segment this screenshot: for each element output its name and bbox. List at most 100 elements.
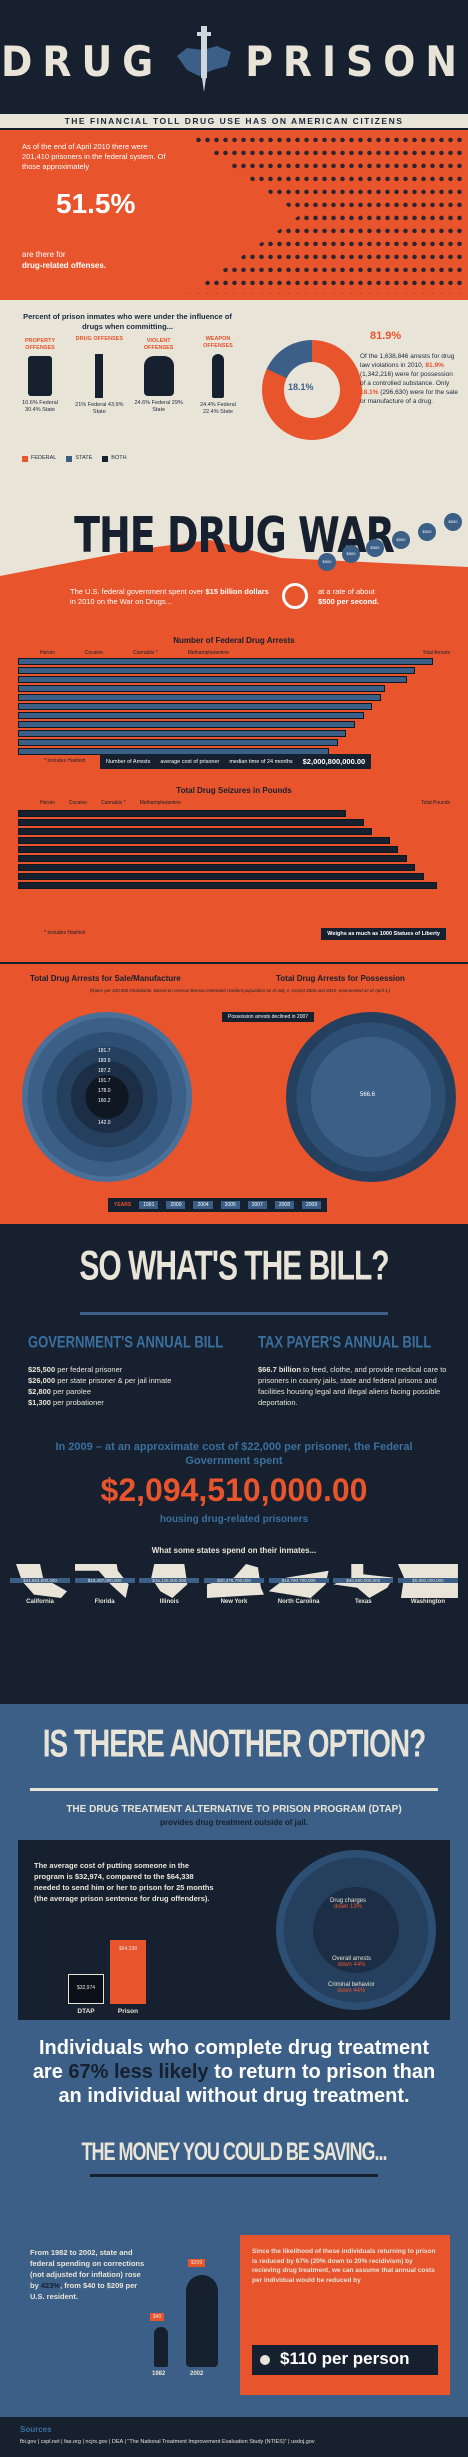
circles-note: (Rates per 100,000 inhabitants. Based on… <box>89 988 391 993</box>
state-name: North Carolina <box>277 1599 320 1605</box>
circles-right-title: Total Drug Arrests for Possession <box>276 974 405 983</box>
arrests-row <box>18 658 433 665</box>
figure-big-value: $209 <box>188 2259 206 2267</box>
sources-text: fbi.gov | cspl.net | fas.org | ncjrs.gov… <box>20 2439 315 2445</box>
option-title: IS THERE ANOTHER OPTION? <box>42 1721 427 1765</box>
arrests-row <box>18 694 381 701</box>
coin-6: $500 <box>444 513 462 531</box>
ring-name: Drug charges <box>330 1898 367 1904</box>
ring-label: Drug charges down 13% <box>330 1898 366 1910</box>
option-underline <box>30 1788 438 1791</box>
stopwatch-icon <box>282 583 308 609</box>
seizure-bars <box>18 810 450 891</box>
drugwar-title: THE DRUG WAR <box>74 506 395 564</box>
influence-items: PROPERTY OFFENSES 10.6% Federal 30.4% St… <box>14 336 244 416</box>
option-section: IS THERE ANOTHER OPTION? THE DRUG TREATM… <box>0 1704 468 2227</box>
dtap-rings: Drug charges down 13% Overall arrests down… <box>276 1850 436 2010</box>
arrests-legend: Heroin Cocaine Cannabis * Methamphetamin… <box>40 650 229 656</box>
seizure-row <box>18 855 407 862</box>
donut-hole <box>284 362 340 418</box>
inmates-intro: As of the end of April 2010 there were 2… <box>22 142 166 171</box>
saving-left: From 1982 to 2002, state and federal spe… <box>30 2247 150 2302</box>
arrests-row <box>18 685 386 692</box>
arrests-legend-meth: Methamphetamine <box>187 650 229 656</box>
gov-item: $25,500 per federal prisoner <box>28 1364 171 1375</box>
year-tab[interactable]: 2008 <box>274 1201 294 1209</box>
dtap-panel: The average cost of putting someone in t… <box>18 1840 450 2020</box>
cost-b: $64,338 <box>166 1872 194 1881</box>
donut-text-2: (1,342,216) were for possession of a con… <box>360 371 453 387</box>
cost-text-2: , compared to the <box>101 1872 165 1881</box>
coin-2: $500 <box>342 545 360 563</box>
spent-2: $15 billion dollars <box>205 587 269 596</box>
seizure-weight-note: Weighs as much as 1000 Statues of Libert… <box>321 928 446 940</box>
bill-title: SO WHAT'S THE BILL? <box>79 1243 389 1290</box>
ring-label: Criminal behavior down 44% <box>328 1982 375 1994</box>
bar-prison-label: Prison <box>117 2008 139 2015</box>
gov-title: GOVERNMENT'S ANNUAL BILL <box>28 1331 224 1352</box>
legend-label: FEDERAL <box>31 455 57 461</box>
year-tab[interactable]: 2007 <box>247 1201 267 1209</box>
state-amount: $10,407,000,000 <box>74 1578 135 1583</box>
seizure-total-header: Total Pounds <box>421 800 450 806</box>
year-tab[interactable]: 2000 <box>166 1201 186 1209</box>
saving-right-text: Since the likelihood of these individual… <box>252 2248 436 2284</box>
year-b: 2002 <box>190 2371 204 2377</box>
ring-value: 178.0 <box>98 1088 111 1094</box>
bar-prison-value: $64,338 <box>118 1946 138 1952</box>
dtap-cost-text: The average cost of putting someone in t… <box>34 1860 214 1904</box>
syringe-icon <box>95 354 104 398</box>
rate-2: $500 per second. <box>318 597 379 606</box>
saving-right-amount: $110 per person <box>280 2349 410 2368</box>
year-tab[interactable]: 2005 <box>220 1201 240 1209</box>
seizure-chart-title: Total Drug Seizures in Pounds <box>176 786 292 795</box>
drugwar-spent: The U.S. federal government spent over $… <box>70 587 270 607</box>
state-name: Illinois <box>159 1599 179 1605</box>
sources-title: Sources <box>20 2425 52 2434</box>
inmates-outro-1: are there for <box>22 250 66 259</box>
spent-1: The U.S. federal government spent over <box>70 587 204 596</box>
charts-section: Number of Federal Drug Arrests Heroin Co… <box>0 630 468 962</box>
gov-amount: $2,800 <box>28 1387 51 1396</box>
ring-value: 187.2 <box>98 1068 111 1074</box>
donut-inner-pct: 18.1% <box>288 382 314 392</box>
fist-icon <box>143 356 174 396</box>
ring-label: Overall arrests down 44% <box>332 1956 371 1968</box>
state-amount: $44,563,000,000 <box>10 1578 70 1583</box>
state-name: Florida <box>94 1599 115 1605</box>
year-tab[interactable]: 2009 <box>301 1201 322 1209</box>
inmates-outro-2: drug-related offenses. <box>22 261 107 270</box>
saving-underline <box>90 2174 378 2177</box>
state-amount: $16,126,000,000 <box>139 1578 200 1583</box>
title-row: DRUG PRISON <box>0 0 468 96</box>
ring-name: Criminal behavior <box>328 1982 375 1988</box>
right-banner: Possession arrests declined in 2007 <box>222 1012 315 1022</box>
ring-value: 191.7 <box>98 1078 111 1084</box>
bill-section: SO WHAT'S THE BILL? GOVERNMENT'S ANNUAL … <box>0 1224 468 1704</box>
state-washington: $5,800,000,000 Washington <box>397 1564 458 1605</box>
seizure-row <box>18 837 390 844</box>
figure-big <box>186 2275 218 2367</box>
arrests-row <box>18 667 416 674</box>
year-tab[interactable]: 2004 <box>193 1201 213 1209</box>
influence-section: Percent of prison inmates who were under… <box>0 300 468 475</box>
arrests-row <box>18 703 373 710</box>
ring-value: 142.0 <box>98 1120 111 1126</box>
states-row: $44,563,000,000 California $10,407,000,0… <box>10 1564 458 1605</box>
likely-2: to return to prison than an individual w… <box>58 2061 436 2107</box>
seizure-row <box>18 873 425 880</box>
title-prison: PRISON <box>245 36 467 86</box>
arrests-legend-heroin: Heroin <box>40 650 55 656</box>
legend-federal: FEDERAL <box>22 455 56 462</box>
saving-right-panel: Since the likelihood of these individual… <box>240 2235 450 2395</box>
coin-4: $500 <box>392 531 410 549</box>
seizure-legend: Heroin Cocaine Cannabis * Methamphetamin… <box>40 800 181 806</box>
influence-title: Percent of prison inmates who were under… <box>23 312 232 331</box>
likely-1: Individuals who complete drug treatment … <box>32 2037 430 2083</box>
year-tab[interactable]: 1991 <box>139 1201 159 1209</box>
circles-section: Total Drug Arrests for Sale/Manufacture … <box>0 962 468 1224</box>
title-drug: DRUG <box>1 36 164 86</box>
arrests-row <box>18 730 347 737</box>
influence-item-drug: DRUG OFFENSES 21% Federal 43.9% State <box>73 336 125 416</box>
summary-3: median time of 24 months <box>229 758 293 765</box>
